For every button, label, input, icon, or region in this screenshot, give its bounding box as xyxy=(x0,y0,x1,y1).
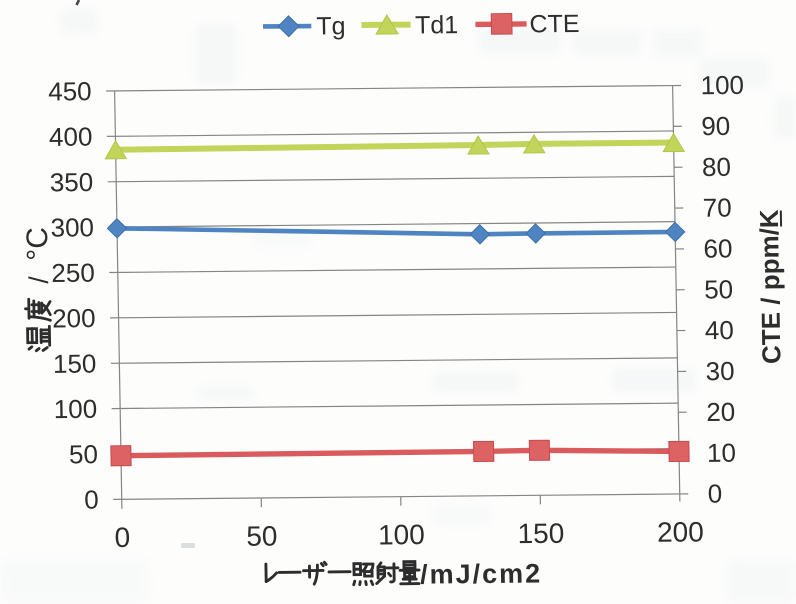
svg-text:Td1: Td1 xyxy=(415,11,459,39)
svg-text:300: 300 xyxy=(50,212,94,242)
svg-text:100: 100 xyxy=(378,519,425,550)
svg-text:150: 150 xyxy=(517,518,564,549)
svg-text:400: 400 xyxy=(49,122,93,152)
svg-text:0: 0 xyxy=(707,479,722,509)
svg-text:60: 60 xyxy=(703,233,732,263)
svg-text:80: 80 xyxy=(702,152,731,182)
svg-text:40: 40 xyxy=(705,315,734,345)
svg-text:10: 10 xyxy=(707,438,736,468)
svg-text:/: / xyxy=(24,276,54,284)
svg-text:50: 50 xyxy=(69,439,98,469)
svg-text:/mJ/cm2: /mJ/cm2 xyxy=(420,558,543,589)
svg-text:200: 200 xyxy=(657,516,704,547)
svg-text:350: 350 xyxy=(50,167,94,197)
svg-text:°C: °C xyxy=(21,227,55,261)
svg-text:100: 100 xyxy=(54,394,98,424)
svg-text:250: 250 xyxy=(51,258,95,288)
svg-text:450: 450 xyxy=(48,76,92,106)
svg-text:Tg: Tg xyxy=(316,12,346,40)
svg-text:50: 50 xyxy=(246,520,278,551)
svg-text:20: 20 xyxy=(706,397,735,427)
svg-text:150: 150 xyxy=(53,348,97,378)
svg-text:0: 0 xyxy=(114,522,130,553)
svg-text:70: 70 xyxy=(702,193,731,223)
svg-text:0: 0 xyxy=(84,485,99,515)
svg-text:100: 100 xyxy=(700,70,744,100)
svg-text:90: 90 xyxy=(701,111,730,141)
svg-text:CTE: CTE xyxy=(529,10,579,38)
svg-text:200: 200 xyxy=(52,303,96,333)
svg-text:CTE / ppm/K: CTE / ppm/K xyxy=(754,209,787,364)
svg-text:30: 30 xyxy=(705,356,734,386)
svg-text:50: 50 xyxy=(704,274,733,304)
